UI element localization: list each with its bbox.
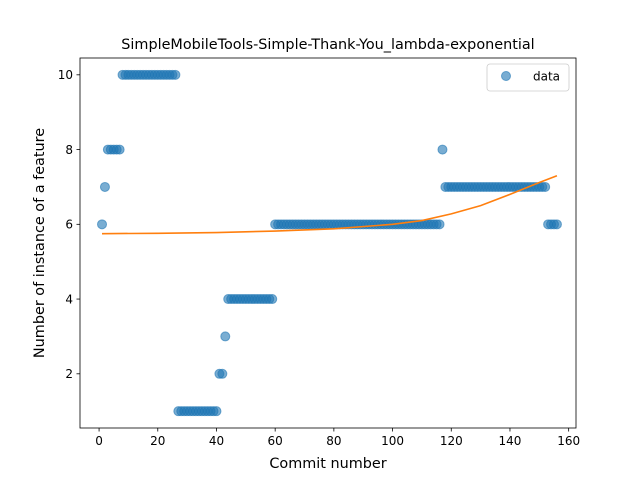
legend: data <box>486 63 570 92</box>
data-point <box>434 219 445 230</box>
plot-area <box>80 58 576 428</box>
x-tick-label: 140 <box>499 434 522 448</box>
x-axis: 0 20 40 60 80 100 120 140 160 <box>95 428 580 448</box>
data-point <box>437 144 448 155</box>
x-tick-label: 20 <box>150 434 165 448</box>
data-point <box>540 181 551 192</box>
x-axis-label: Commit number <box>269 456 386 472</box>
fit-line <box>102 174 558 235</box>
data-point <box>99 181 110 192</box>
plot-frame <box>79 57 577 429</box>
y-tick-label: 2 <box>65 367 73 381</box>
data-point <box>551 219 562 230</box>
plot-background <box>80 58 576 428</box>
x-tick-label: 120 <box>440 434 463 448</box>
data-point <box>217 368 228 379</box>
x-tick-label: 60 <box>268 434 283 448</box>
legend-marker <box>501 71 511 81</box>
legend-label: data <box>533 70 560 84</box>
y-tick-label: 4 <box>65 292 73 306</box>
x-tick-label: 80 <box>326 434 341 448</box>
legend-box <box>486 63 570 92</box>
x-tick-label: 160 <box>557 434 580 448</box>
y-tick-label: 6 <box>65 218 73 232</box>
x-tick-label: 0 <box>95 434 103 448</box>
series-layer <box>97 69 562 417</box>
data-points <box>97 69 562 417</box>
chart-title: SimpleMobileTools-Simple-Thank-You_lambd… <box>121 37 534 53</box>
y-tick-label: 10 <box>58 68 73 82</box>
x-tick-label: 100 <box>381 434 404 448</box>
y-axis-label: Number of instance of a feature <box>32 128 48 358</box>
data-point <box>170 69 181 80</box>
data-point <box>267 294 278 305</box>
data-point <box>220 331 231 342</box>
y-tick-label: 8 <box>65 143 73 157</box>
data-point <box>211 406 222 417</box>
y-axis: 2 4 6 8 10 <box>58 68 80 381</box>
x-tick-label: 40 <box>209 434 224 448</box>
data-point <box>97 219 108 230</box>
data-point <box>114 144 125 155</box>
